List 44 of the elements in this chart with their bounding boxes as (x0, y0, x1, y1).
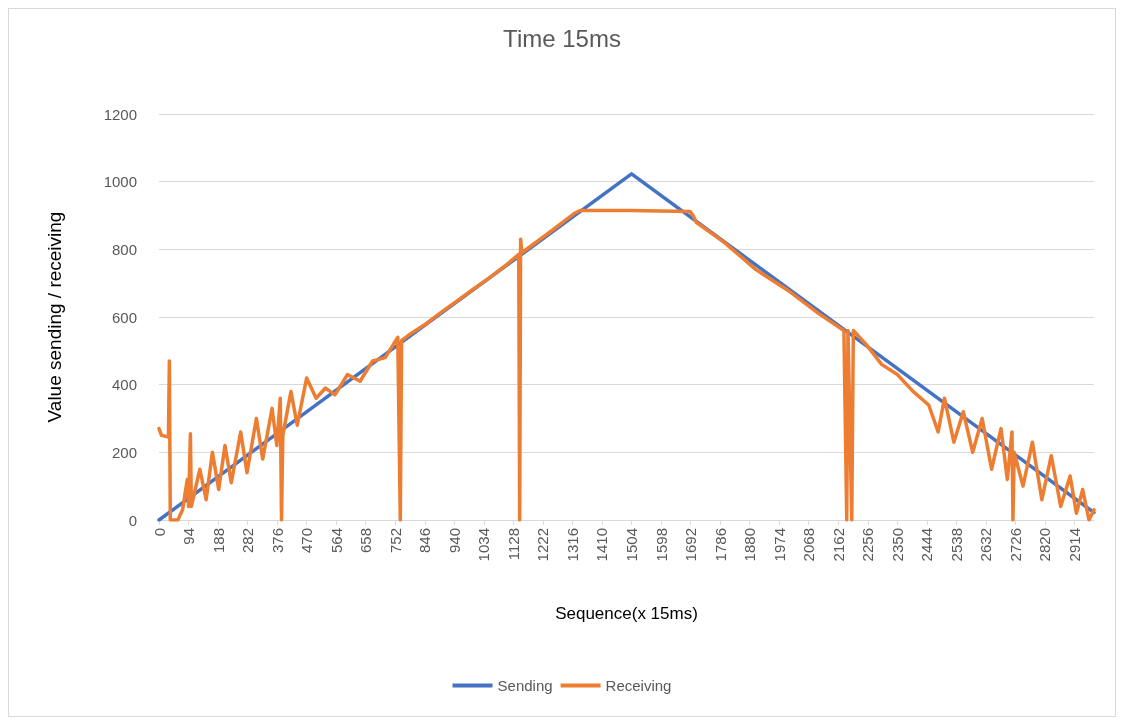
x-tick-label: 2444 (918, 528, 936, 562)
y-tick-label: 600 (111, 308, 137, 326)
y-tick-label: 200 (111, 443, 137, 461)
x-tick-label: 470 (298, 528, 316, 554)
x-tick-label: 2726 (1006, 528, 1024, 562)
y-tick-label: 1000 (103, 173, 137, 191)
x-tick-label: 658 (357, 528, 375, 554)
x-tick-label: 2162 (829, 528, 847, 562)
y-tick-label: 800 (111, 240, 137, 258)
x-tick-label: 1786 (711, 528, 729, 562)
chart-title: Time 15ms (503, 24, 621, 52)
x-tick-label: 752 (386, 528, 404, 554)
x-tick-label: 1316 (563, 528, 581, 562)
x-axis-title: Sequence(x 15ms) (555, 604, 698, 623)
x-tick-label: 846 (416, 528, 434, 554)
y-tick-label: 400 (111, 376, 137, 394)
x-tick-label: 1222 (534, 528, 552, 562)
x-tick-label: 1504 (623, 528, 641, 562)
x-tick-label: 2256 (859, 528, 877, 562)
x-tick-label: 1974 (770, 528, 788, 562)
legend-label: Receiving (605, 677, 672, 694)
x-tick-label: 1410 (593, 528, 611, 562)
x-tick-label: 0 (150, 528, 168, 537)
x-tick-label: 94 (180, 528, 198, 545)
x-tick-label: 2914 (1066, 528, 1084, 562)
x-tick-label: 1598 (652, 528, 670, 562)
x-tick-label: 2350 (888, 528, 906, 562)
x-tick-label: 2820 (1036, 528, 1054, 562)
x-tick-label: 188 (209, 528, 227, 554)
x-tick-label: 282 (239, 528, 257, 554)
x-tick-label: 2068 (800, 528, 818, 562)
legend-label: Sending (497, 677, 553, 694)
y-axis-title: Value sending / receiving (44, 211, 65, 423)
x-tick-label: 940 (445, 528, 463, 554)
y-tick-label: 1200 (103, 105, 137, 123)
x-tick-label: 1880 (741, 528, 759, 562)
x-tick-label: 2632 (977, 528, 995, 562)
x-tick-label: 564 (327, 528, 345, 554)
y-tick-label: 0 (128, 511, 137, 529)
x-tick-label: 1128 (504, 528, 522, 561)
x-tick-label: 1034 (475, 528, 493, 562)
x-tick-label: 2538 (947, 528, 965, 562)
x-tick-label: 1692 (682, 528, 700, 562)
x-tick-label: 376 (268, 528, 286, 554)
